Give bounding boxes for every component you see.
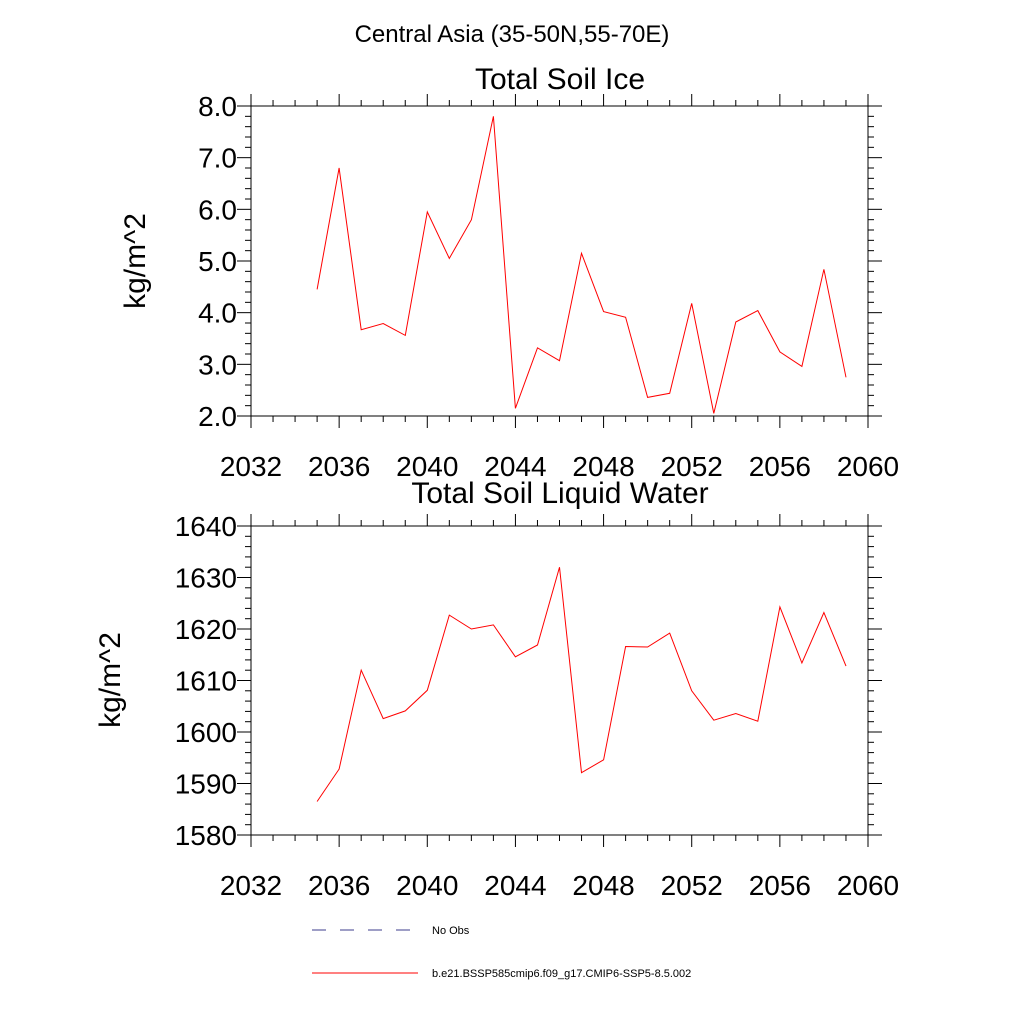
y-tick-label: 3.0	[198, 349, 237, 380]
plot-frame	[250, 105, 869, 417]
x-tick-label: 2044	[484, 451, 546, 482]
x-tick-label: 2060	[837, 451, 899, 482]
y-tick-label: 1600	[175, 717, 237, 748]
y-tick-label: 1580	[175, 820, 237, 851]
x-tick-label: 2036	[308, 451, 370, 482]
x-tick-label: 2056	[749, 870, 811, 901]
legend-label: No Obs	[432, 925, 470, 937]
x-tick-label: 2060	[837, 870, 899, 901]
y-tick-label: 1620	[175, 614, 237, 645]
y-tick-label: 6.0	[198, 194, 237, 225]
series-line	[316, 116, 847, 414]
x-tick-label: 2056	[749, 451, 811, 482]
plot-area: 2032 2036 2040 2044 2048 2052 2056 2060 1580 1590…	[175, 511, 899, 901]
x-tick-label: 2048	[572, 870, 634, 901]
y-axis-label: kg/m^2	[94, 632, 127, 728]
y-tick-label: 7.0	[198, 143, 237, 174]
plot-area: 2032 2036 2040 2044 2048 2052 2056 2060 2.0 3.0 4.…	[198, 91, 899, 482]
x-tick-label: 2032	[220, 870, 282, 901]
panel-title: Total Soil Liquid Water	[411, 477, 708, 510]
x-tick-label: 2044	[484, 870, 546, 901]
y-tick-label: 1640	[175, 511, 237, 542]
x-tick-label: 2048	[572, 451, 634, 482]
panel-soil-liquid-water: Total Soil Liquid Water kg/m^2 2032 2036 2…	[94, 477, 899, 901]
plot-frame	[250, 525, 869, 836]
panel-title: Total Soil Ice	[475, 63, 645, 96]
x-tick-label: 2052	[661, 870, 723, 901]
y-tick-label: 1630	[175, 563, 237, 594]
y-tick-label: 5.0	[198, 246, 237, 277]
x-tick-label: 2036	[308, 870, 370, 901]
legend: No Obs b.e21.BSSP585cmip6.f09_g17.CMIP6-…	[312, 925, 691, 980]
x-tick-label: 2040	[396, 870, 458, 901]
y-tick-label: 2.0	[198, 401, 237, 432]
y-axis-label: kg/m^2	[119, 213, 152, 309]
y-tick-label: 1610	[175, 666, 237, 697]
x-tick-label: 2032	[220, 451, 282, 482]
x-tick-label: 2052	[661, 451, 723, 482]
panel-soil-ice: Total Soil Ice kg/m^2 2032 2036 2040 2044 20…	[119, 63, 899, 482]
series-line	[316, 567, 847, 802]
y-tick-label: 4.0	[198, 298, 237, 329]
y-tick-label: 8.0	[198, 91, 237, 122]
y-tick-label: 1590	[175, 769, 237, 800]
x-tick-label: 2040	[396, 451, 458, 482]
figure-suptitle: Central Asia (35-50N,55-70E)	[355, 21, 670, 48]
legend-label: b.e21.BSSP585cmip6.f09_g17.CMIP6-SSP5-8.…	[432, 968, 691, 980]
